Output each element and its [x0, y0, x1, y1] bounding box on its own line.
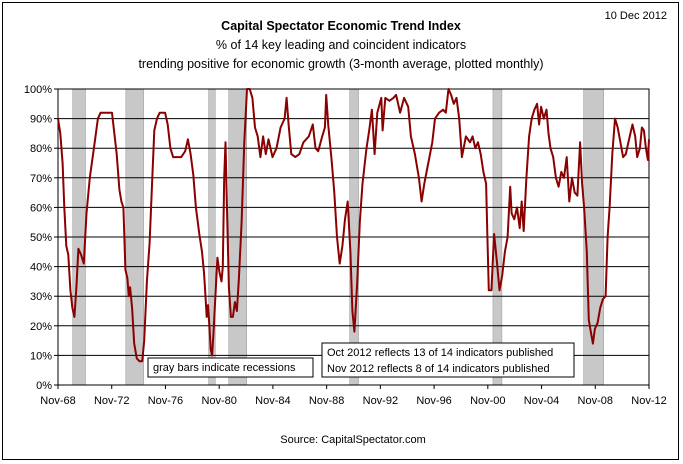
publication-note-box	[321, 342, 575, 378]
y-tick-label: 90%	[30, 114, 52, 126]
y-tick-label: 100%	[24, 84, 52, 96]
x-tick-label: Nov-04	[524, 395, 559, 407]
publication-note-line-2: Nov 2012 reflects 8 of 14 indicators pub…	[327, 363, 550, 375]
chart-title: Capital Spectator Economic Trend Index	[221, 19, 461, 33]
publication-note-line-1: Oct 2012 reflects 13 of 14 indicators pu…	[327, 347, 553, 359]
y-tick-label: 80%	[30, 143, 52, 155]
x-tick-label: Nov-68	[40, 395, 75, 407]
trend-index-line	[57, 88, 650, 363]
chart-subtitle-1: % of 14 key leading and coincident indic…	[216, 38, 466, 52]
y-tick-label: 70%	[30, 173, 52, 185]
x-tick-label: Nov-88	[309, 395, 344, 407]
y-tick-label: 20%	[30, 321, 52, 333]
y-axis: 0% 10% 20% 30% 40% 50% 60% 70% 80% 90% 100%	[24, 84, 58, 392]
chart-frame	[2, 2, 679, 460]
y-tick-label: 0%	[36, 380, 52, 392]
x-tick-label: Nov-80	[201, 395, 236, 407]
y-tick-label: 10%	[30, 350, 52, 362]
x-tick-label: Nov-72	[94, 395, 129, 407]
x-tick-label: Nov-00	[470, 395, 505, 407]
y-tick-label: 60%	[30, 202, 52, 214]
x-tick-label: Nov-96	[416, 395, 451, 407]
date-stamp: 10 Dec 2012	[605, 10, 667, 22]
x-tick-label: Nov-12	[631, 395, 666, 407]
x-tick-label: Nov-76	[148, 395, 183, 407]
recession-note-box	[147, 357, 314, 378]
x-tick-label: Nov-84	[255, 395, 290, 407]
source-note: Source: CapitalSpectator.com	[280, 434, 426, 446]
x-tick-label: Nov-08	[578, 395, 613, 407]
y-tick-label: 50%	[30, 232, 52, 244]
y-tick-label: 40%	[30, 262, 52, 274]
x-tick-label: Nov-92	[363, 395, 398, 407]
recession-note: gray bars indicate recessions	[153, 362, 296, 374]
chart-subtitle-2: trending positive for economic growth (3…	[138, 57, 543, 71]
x-axis: Nov-68 Nov-72 Nov-76 Nov-80 Nov-84 Nov-88 Nov-…	[40, 385, 667, 407]
y-tick-label: 30%	[30, 291, 52, 303]
